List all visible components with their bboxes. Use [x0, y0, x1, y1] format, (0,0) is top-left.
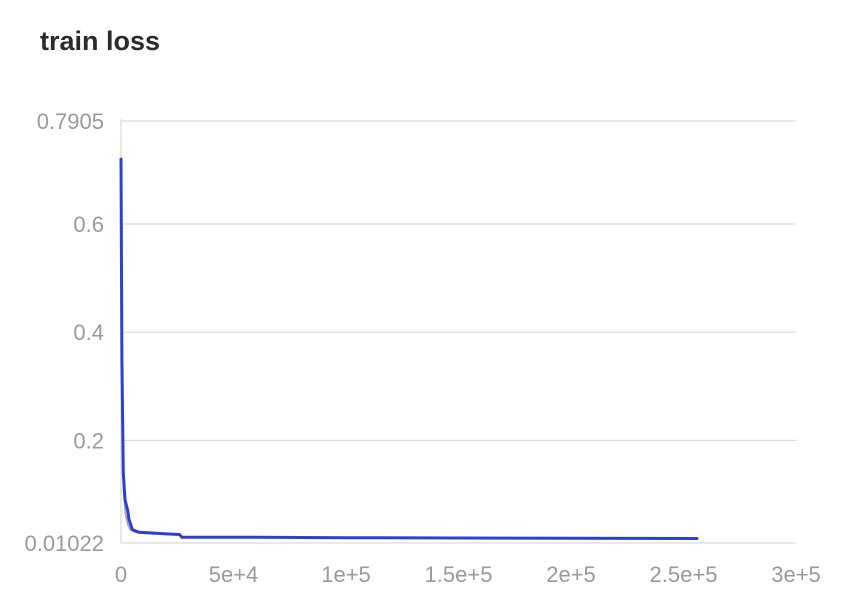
x-tick-label: 5e+4 [209, 562, 259, 587]
y-tick-label: 0.2 [73, 428, 104, 453]
x-tick-label: 1.5e+5 [425, 562, 493, 587]
x-tick-label: 2.5e+5 [650, 562, 718, 587]
y-tick-label: 0.7905 [37, 109, 104, 134]
y-tick-label: 0.6 [73, 212, 104, 237]
series-lines [119, 157, 699, 540]
x-tick-label: 3e+5 [771, 562, 821, 587]
y-tick-labels: 0.01022 0.2 0.4 0.6 0.7905 [24, 109, 104, 556]
y-tick-label: 0.01022 [24, 531, 104, 556]
x-tick-labels: 0 5e+4 1e+5 1.5e+5 2e+5 2.5e+5 3e+5 [115, 562, 821, 587]
smoothed-loss-line [119, 157, 699, 540]
x-tick-label: 2e+5 [546, 562, 596, 587]
axes [120, 119, 796, 544]
grid-lines [121, 120, 796, 441]
x-tick-label: 1e+5 [321, 562, 371, 587]
x-tick-label: 0 [115, 562, 127, 587]
y-tick-label: 0.4 [73, 320, 104, 345]
chart-title: train loss [40, 26, 161, 56]
